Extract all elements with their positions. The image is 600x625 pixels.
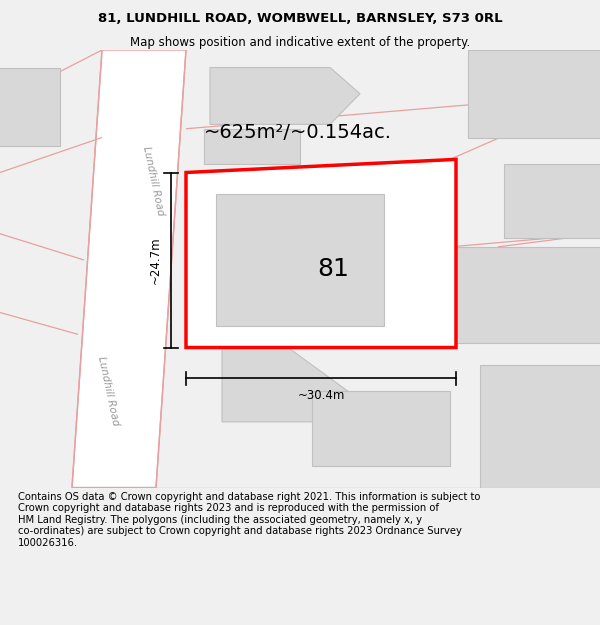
Polygon shape: [504, 164, 600, 238]
Text: Map shows position and indicative extent of the property.: Map shows position and indicative extent…: [130, 36, 470, 49]
Text: 81, LUNDHILL ROAD, WOMBWELL, BARNSLEY, S73 0RL: 81, LUNDHILL ROAD, WOMBWELL, BARNSLEY, S…: [98, 12, 502, 26]
Polygon shape: [480, 365, 600, 488]
Text: Contains OS data © Crown copyright and database right 2021. This information is : Contains OS data © Crown copyright and d…: [18, 492, 481, 548]
Text: Lundhill Road: Lundhill Road: [96, 356, 120, 427]
Polygon shape: [186, 159, 456, 348]
Text: ~30.4m: ~30.4m: [298, 389, 344, 402]
Polygon shape: [72, 50, 186, 488]
Polygon shape: [0, 68, 60, 146]
Polygon shape: [222, 348, 348, 422]
Polygon shape: [468, 50, 600, 138]
Text: ~625m²/~0.154ac.: ~625m²/~0.154ac.: [204, 123, 392, 142]
Text: Lundhill Road: Lundhill Road: [141, 146, 165, 217]
Polygon shape: [204, 129, 300, 164]
Polygon shape: [456, 247, 600, 343]
Polygon shape: [312, 391, 450, 466]
Polygon shape: [210, 68, 360, 124]
Polygon shape: [216, 194, 384, 326]
Text: ~24.7m: ~24.7m: [149, 236, 162, 284]
Text: 81: 81: [317, 257, 349, 281]
